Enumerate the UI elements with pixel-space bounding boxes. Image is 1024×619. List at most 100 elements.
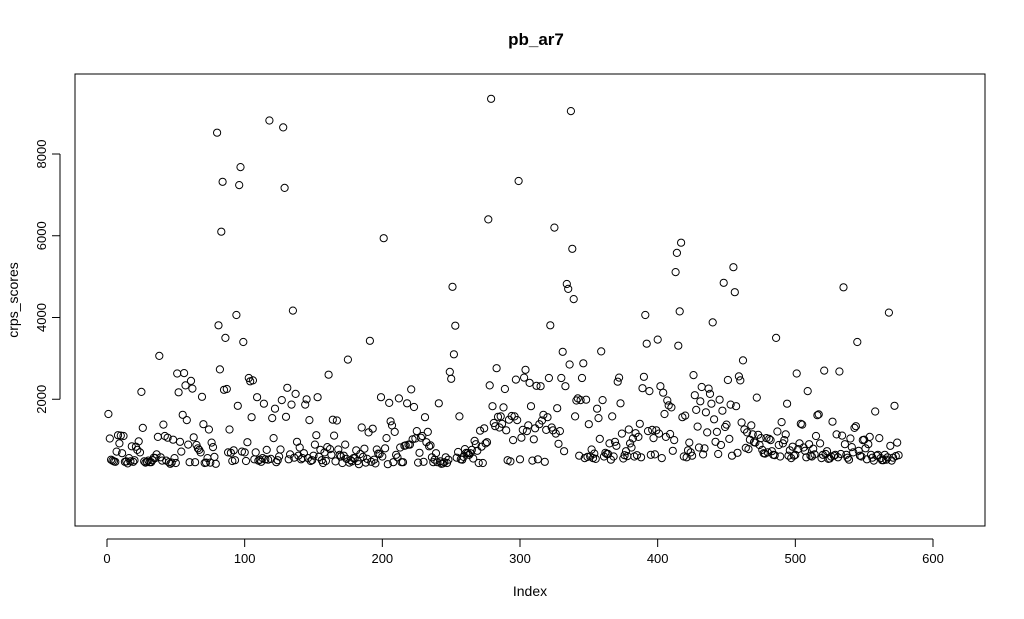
data-point xyxy=(445,367,454,376)
data-point xyxy=(268,414,277,423)
data-point xyxy=(248,376,257,385)
data-point xyxy=(415,448,424,457)
data-point xyxy=(515,455,525,464)
data-point xyxy=(572,396,581,405)
data-point xyxy=(659,388,668,397)
data-point xyxy=(427,453,436,462)
data-point xyxy=(173,369,182,378)
data-point xyxy=(737,418,746,427)
data-point xyxy=(357,423,366,432)
data-point xyxy=(225,425,234,434)
data-point xyxy=(280,183,289,192)
data-point xyxy=(540,457,549,466)
data-point xyxy=(518,425,527,434)
data-point xyxy=(650,450,660,459)
data-point xyxy=(814,410,823,419)
data-point xyxy=(610,437,620,446)
data-point xyxy=(277,396,286,405)
data-point xyxy=(594,414,603,423)
data-point xyxy=(338,458,347,468)
data-point xyxy=(738,356,748,365)
data-point xyxy=(536,382,545,391)
data-point xyxy=(360,444,369,453)
data-point xyxy=(653,335,662,344)
data-point xyxy=(806,451,815,460)
data-point xyxy=(134,437,143,446)
data-point xyxy=(236,163,245,172)
data-point xyxy=(639,372,649,381)
data-point xyxy=(690,391,699,400)
data-point xyxy=(403,399,412,408)
data-point xyxy=(688,451,697,460)
data-point xyxy=(376,393,386,402)
data-point xyxy=(798,420,807,429)
data-point xyxy=(577,373,587,383)
data-point xyxy=(310,440,319,449)
data-point xyxy=(643,427,653,436)
data-point xyxy=(425,442,434,451)
data-point xyxy=(454,447,463,457)
data-point xyxy=(261,455,270,464)
data-point xyxy=(722,420,731,429)
data-point xyxy=(553,404,562,413)
y-tick-label: 4000 xyxy=(34,303,49,332)
data-point xyxy=(621,447,631,456)
data-point xyxy=(138,423,147,432)
data-point xyxy=(843,453,852,462)
data-point xyxy=(350,454,359,463)
data-point xyxy=(579,359,588,368)
data-point xyxy=(123,459,132,468)
data-point xyxy=(727,451,737,460)
data-point xyxy=(341,440,350,449)
data-point xyxy=(170,454,179,463)
data-point xyxy=(197,392,207,401)
data-point xyxy=(783,399,792,408)
data-point xyxy=(734,372,744,381)
data-point xyxy=(177,447,186,456)
data-point xyxy=(710,415,719,424)
data-point xyxy=(492,364,501,373)
data-point xyxy=(204,425,213,434)
data-point xyxy=(434,399,443,408)
data-point xyxy=(700,444,709,453)
data-point xyxy=(894,451,903,460)
data-point xyxy=(284,455,293,464)
data-point xyxy=(825,454,834,463)
data-point xyxy=(480,424,489,433)
data-point xyxy=(129,457,138,466)
data-point xyxy=(792,369,801,378)
data-point xyxy=(789,451,799,460)
data-point xyxy=(147,458,156,467)
data-point xyxy=(634,432,643,441)
data-point xyxy=(853,337,862,347)
data-point xyxy=(372,445,381,454)
data-point xyxy=(692,405,701,414)
data-point xyxy=(327,450,336,459)
data-point xyxy=(133,445,142,454)
data-point xyxy=(321,456,330,466)
data-point xyxy=(714,449,723,459)
data-point xyxy=(627,443,636,452)
data-point xyxy=(865,432,874,441)
data-point xyxy=(298,454,307,463)
data-point xyxy=(520,373,529,382)
data-point xyxy=(725,434,734,443)
data-point xyxy=(498,419,507,428)
data-point xyxy=(715,395,724,404)
data-point xyxy=(626,439,635,448)
data-point xyxy=(708,318,717,327)
data-point xyxy=(230,456,240,465)
data-point xyxy=(420,413,430,422)
data-point xyxy=(474,458,483,468)
data-point xyxy=(163,433,172,442)
data-point xyxy=(211,459,220,468)
data-point xyxy=(716,440,726,450)
data-point xyxy=(418,431,427,441)
data-point xyxy=(646,450,655,459)
data-point xyxy=(776,452,785,461)
data-point xyxy=(308,456,317,465)
data-point xyxy=(229,446,238,455)
data-point xyxy=(488,402,497,411)
data-point xyxy=(587,445,596,454)
data-point xyxy=(508,436,518,445)
